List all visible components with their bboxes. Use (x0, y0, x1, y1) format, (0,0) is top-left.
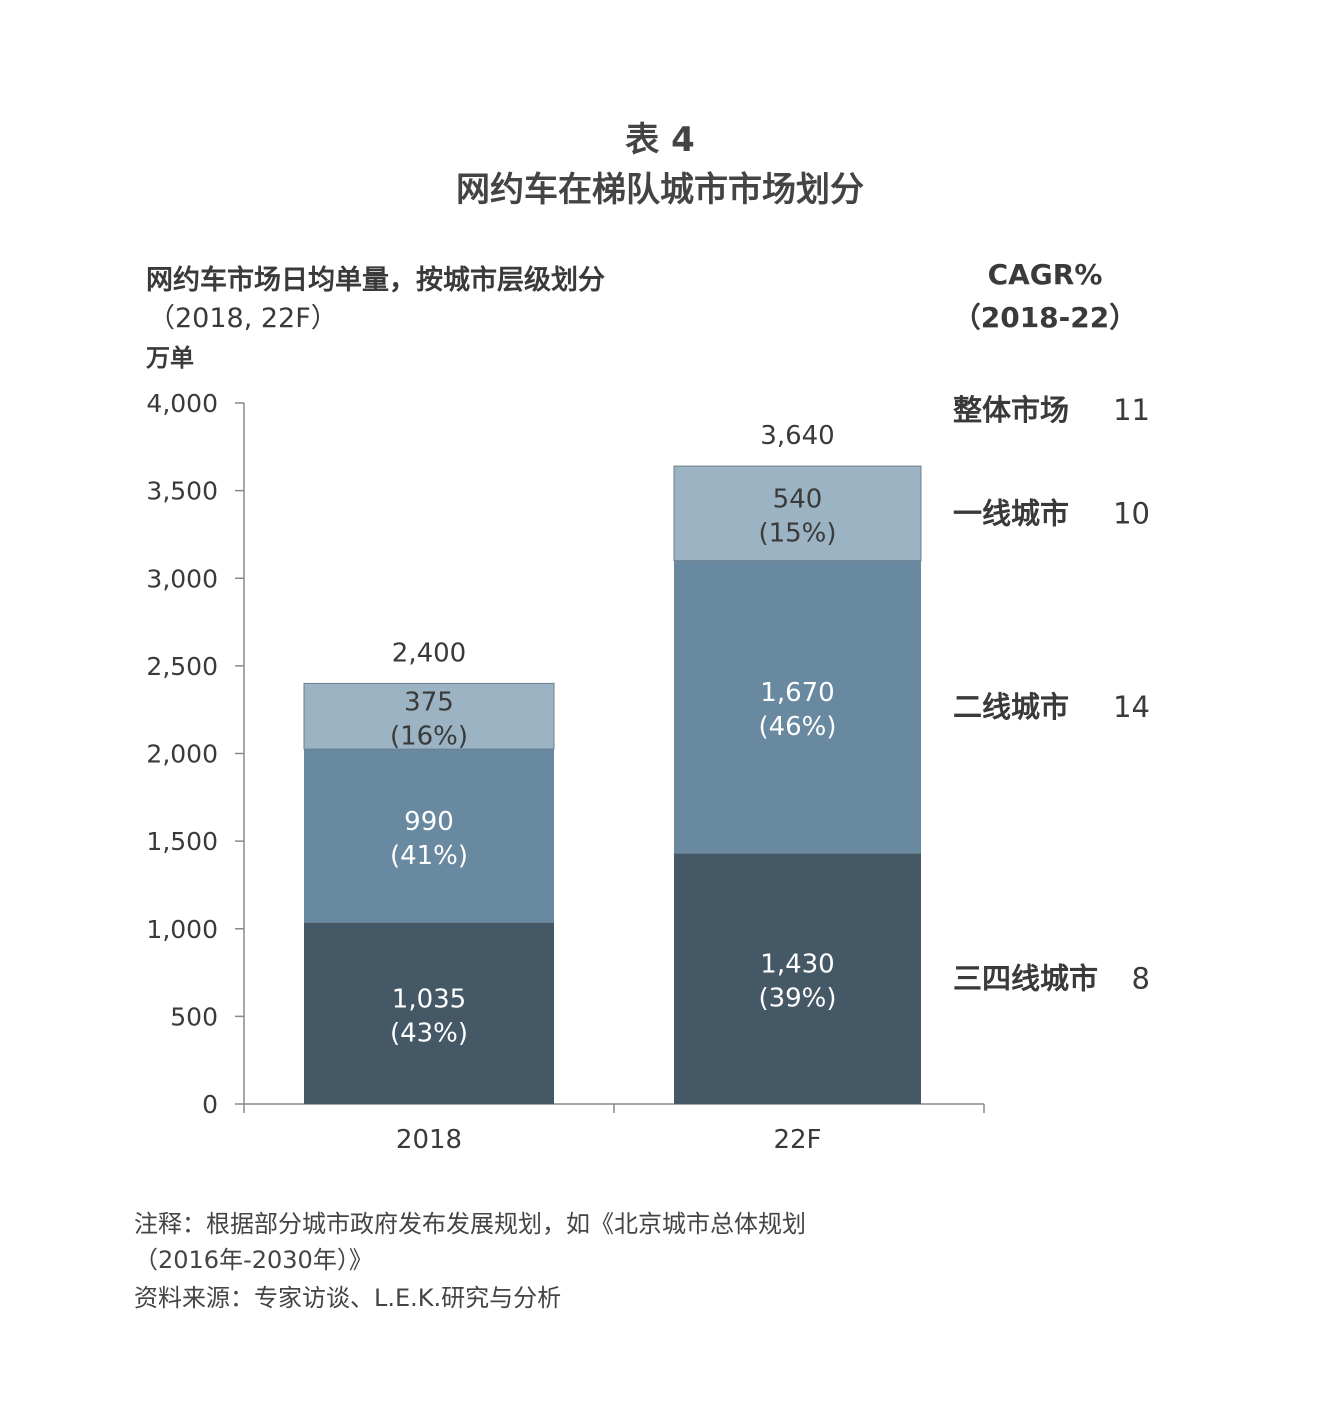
y-axis-unit: 万单 (146, 344, 194, 372)
bar-value-label: 540 (773, 484, 823, 514)
bar-value-label: 990 (404, 807, 454, 837)
bar-total-label: 2,400 (392, 638, 466, 668)
y-tick-label: 1,000 (146, 915, 218, 944)
cagr-row-value: 10 (1113, 496, 1150, 530)
cagr-header: CAGR% (987, 258, 1103, 291)
x-category-label: 2018 (396, 1125, 462, 1155)
cagr-row-label: 一线城市 (953, 496, 1069, 530)
bar-segment (674, 466, 921, 561)
bar-total-label: 3,640 (760, 421, 834, 451)
y-tick-label: 3,000 (146, 564, 218, 593)
figure-title: 网约车在梯队城市市场划分 (456, 170, 864, 210)
bar-value-label: 375 (404, 687, 454, 717)
bar-value-label: 1,430 (760, 950, 834, 980)
y-tick-label: 2,000 (146, 740, 218, 769)
y-tick-label: 3,500 (146, 477, 218, 506)
bar-top-outline (303, 682, 555, 750)
y-tick-label: 500 (170, 1002, 218, 1031)
footnote-line-1: 注释：根据部分城市政府发布发展规划，如《北京城市总体规划 (134, 1210, 806, 1238)
bar-share-label: (39%) (758, 984, 836, 1014)
bar-top-outline (673, 465, 922, 562)
bar-segment (674, 853, 921, 1104)
cagr-row-label: 三四线城市 (953, 962, 1098, 996)
x-category-label: 22F (773, 1125, 821, 1155)
bar-share-label: (46%) (758, 712, 836, 742)
bar-segment (304, 683, 554, 750)
y-tick-label: 2,500 (146, 652, 218, 681)
chart-subtitle: （2018, 22F） (148, 303, 338, 334)
bar-segment (304, 922, 554, 1104)
chart-title: 网约车市场日均单量，按城市层级划分 (146, 265, 605, 296)
cagr-row-label: 二线城市 (953, 690, 1069, 724)
y-tick-label: 1,500 (146, 827, 218, 856)
y-tick-label: 4,000 (146, 389, 218, 418)
cagr-row-value: 14 (1113, 690, 1150, 724)
bar-share-label: (41%) (390, 841, 468, 871)
bar-segment (674, 560, 921, 854)
bar-share-label: (15%) (758, 518, 836, 548)
bar-value-label: 1,670 (760, 678, 834, 708)
cagr-row-value: 11 (1113, 393, 1150, 427)
cagr-row-value: 8 (1132, 962, 1150, 996)
stacked-bar-chart: 0 500 1,000 1,500 2,000 2,500 3,000 3,500 4,000 1… (146, 389, 1150, 1155)
cagr-row-label: 整体市场 (953, 393, 1069, 427)
y-tick-label: 0 (202, 1090, 218, 1119)
source-note: 资料来源：专家访谈、L.E.K.研究与分析 (134, 1284, 562, 1312)
cagr-period: （2018-22） (952, 301, 1138, 334)
bar-value-label: 1,035 (392, 984, 466, 1014)
bar-segment (304, 749, 554, 923)
bar-share-label: (43%) (390, 1018, 468, 1048)
figure-label: 表 4 (625, 120, 695, 160)
bar-share-label: (16%) (390, 721, 468, 751)
footnote-line-2: （2016年-2030年）》 (134, 1246, 373, 1274)
